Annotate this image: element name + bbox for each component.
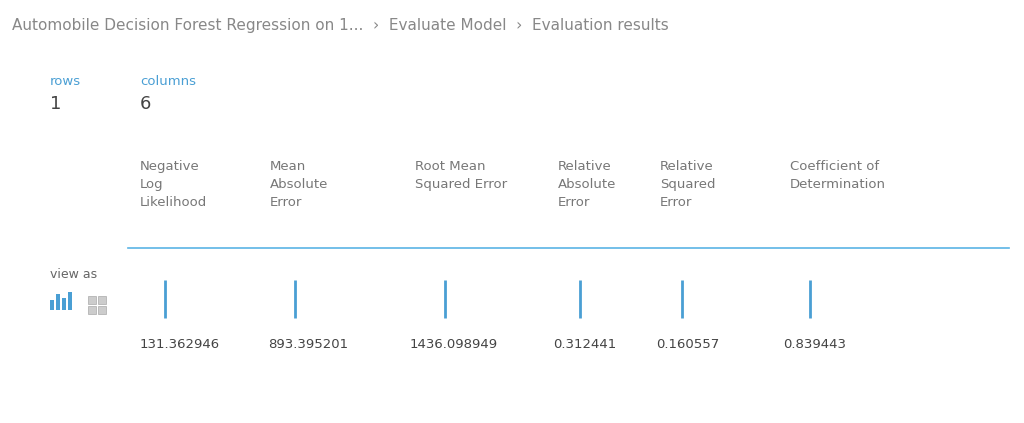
Text: 0.160557: 0.160557 xyxy=(656,338,719,351)
Bar xyxy=(98,296,106,304)
Text: Relative
Squared
Error: Relative Squared Error xyxy=(660,160,716,209)
Text: Root Mean
Squared Error: Root Mean Squared Error xyxy=(415,160,507,191)
Bar xyxy=(98,306,106,314)
Text: 1436.098949: 1436.098949 xyxy=(410,338,498,351)
Bar xyxy=(50,300,54,310)
Bar xyxy=(88,306,96,314)
Text: 0.839443: 0.839443 xyxy=(783,338,846,351)
Text: Automobile Decision Forest Regression on 1...  ›  Evaluate Model  ›  Evaluation : Automobile Decision Forest Regression on… xyxy=(12,18,669,33)
Text: Relative
Absolute
Error: Relative Absolute Error xyxy=(558,160,616,209)
Text: Mean
Absolute
Error: Mean Absolute Error xyxy=(270,160,329,209)
Text: 1: 1 xyxy=(50,95,61,113)
Text: 0.312441: 0.312441 xyxy=(553,338,616,351)
Bar xyxy=(68,292,72,310)
Bar xyxy=(88,296,96,304)
Bar xyxy=(62,298,66,310)
Text: 6: 6 xyxy=(140,95,152,113)
Text: rows: rows xyxy=(50,75,81,88)
Text: Coefficient of
Determination: Coefficient of Determination xyxy=(790,160,886,191)
Text: view as: view as xyxy=(50,268,97,281)
Text: 131.362946: 131.362946 xyxy=(140,338,220,351)
Text: 893.395201: 893.395201 xyxy=(268,338,348,351)
Text: Negative
Log
Likelihood: Negative Log Likelihood xyxy=(140,160,207,209)
Text: columns: columns xyxy=(140,75,196,88)
Bar xyxy=(56,294,60,310)
